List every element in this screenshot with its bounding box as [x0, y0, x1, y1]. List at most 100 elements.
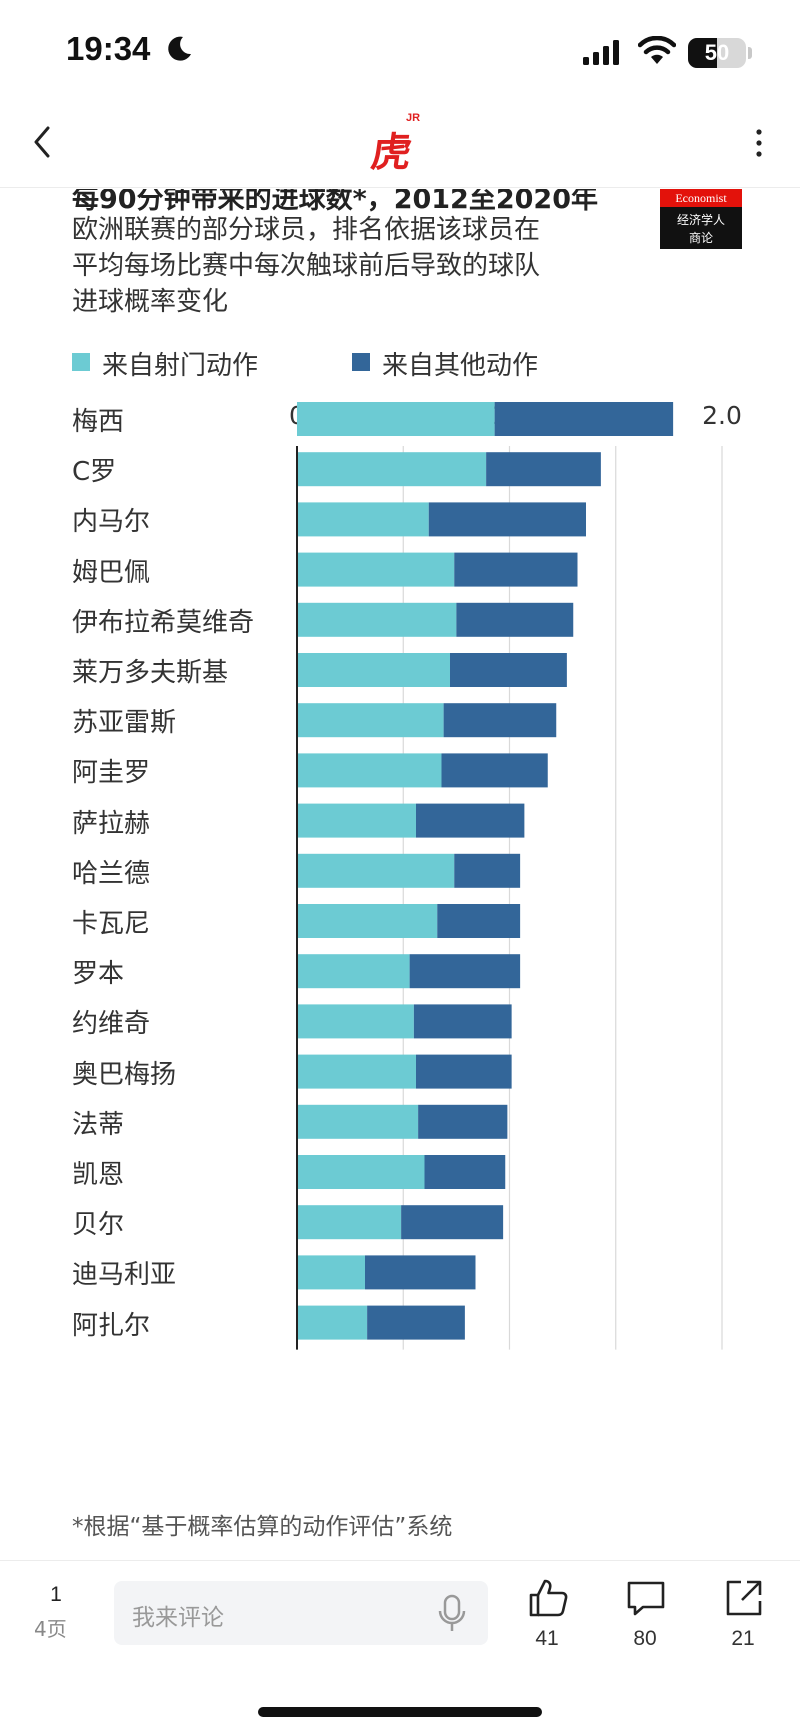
legend-label-shots: 来自射门动作 [102, 351, 259, 381]
battery-icon: 50 [688, 38, 746, 68]
battery-level: 50 [704, 40, 730, 65]
wifi-icon [638, 36, 676, 64]
bar-segment-other [428, 502, 586, 537]
comment-input[interactable]: 我来评论 [114, 1581, 488, 1645]
bar-segment-other [454, 853, 521, 888]
status-bar: 19:34 50 [0, 0, 800, 100]
chart-subtitle-line-3: 进球概率变化 [72, 287, 229, 317]
bar-segment-shots [297, 1205, 402, 1240]
player-name-label: 贝尔 [72, 1210, 125, 1241]
bar-segment-shots [297, 803, 416, 838]
comment-placeholder: 我来评论 [132, 1605, 224, 1631]
bar-segment-shots [297, 1054, 416, 1089]
economist-cn-line-1: 经济学人 [676, 213, 725, 227]
moon-icon [168, 36, 191, 61]
bar-segment-other [416, 803, 525, 838]
bar-segment-shots [297, 602, 457, 637]
player-name-label: 约维奇 [72, 1009, 151, 1040]
hupu-logo: 虎扑 JR [360, 112, 434, 234]
bar-segment-other [418, 1104, 508, 1139]
logo-badge: JR [406, 112, 421, 124]
home-indicator [258, 1707, 542, 1717]
page-total[interactable]: 4页 [34, 1617, 67, 1641]
bar-segment-other [486, 452, 601, 487]
bar-segment-shots [297, 703, 444, 738]
bar-segment-shots [297, 904, 438, 938]
bar-segment-other [416, 1054, 512, 1089]
bar-chart [296, 402, 723, 1350]
chart-footnote: *根据“基于概率估算的动作评估”系统 [72, 1514, 453, 1540]
player-name-label: 萨拉赫 [72, 808, 151, 839]
legend-swatch-shots [72, 353, 90, 371]
player-name-label: 凯恩 [72, 1160, 125, 1190]
player-name-label: C罗 [72, 457, 117, 488]
share-count: 21 [731, 1627, 755, 1650]
player-name-label: 奥巴梅扬 [72, 1059, 177, 1090]
player-name-label: 莱万多夫斯基 [72, 658, 229, 688]
bar-segment-shots [297, 1104, 419, 1139]
mic-icon[interactable] [432, 1593, 472, 1635]
bar-segment-other [441, 753, 548, 788]
nav-bar: 虎扑 JR [0, 100, 800, 234]
comment-count: 80 [633, 1627, 657, 1650]
player-name-label: 内马尔 [72, 507, 151, 538]
like-icon [529, 1579, 568, 1617]
bar-segment-other [443, 703, 557, 738]
player-name-label: 姆巴佩 [72, 557, 151, 588]
bar-segment-other [365, 1255, 476, 1290]
bar-segment-shots [297, 1155, 425, 1189]
page-current[interactable]: 1 [50, 1583, 62, 1606]
economist-red-band [660, 189, 742, 207]
bar-segment-shots [297, 502, 429, 537]
bar-segment-shots [297, 552, 455, 587]
bar-segment-other [450, 653, 567, 687]
player-name-label: 迪马利亚 [72, 1260, 177, 1291]
bar-segment-shots [297, 753, 442, 788]
legend-label-other: 来自其他动作 [382, 351, 539, 381]
bar-segment-shots [297, 452, 487, 487]
player-name-label: 哈兰德 [72, 858, 151, 889]
article-content: 每90分钟带来的进球数*，2012至2020年 欧洲联赛的部分球员，排名依据该球… [0, 189, 800, 1559]
share-button[interactable]: 21 [708, 1575, 778, 1655]
chart-title: 每90分钟带来的进球数*，2012至2020年 [72, 189, 598, 215]
player-name-label: 卡瓦尼 [72, 909, 151, 939]
status-time: 19:34 [66, 30, 151, 67]
x-tick-label: 2.0 [702, 401, 742, 430]
player-name-label: 法蒂 [72, 1109, 125, 1140]
player-name-label: 阿圭罗 [72, 758, 151, 789]
player-name-label: 苏亚雷斯 [72, 708, 177, 739]
bar-segment-other [367, 1305, 465, 1340]
x-tick-label: 1.5 [596, 401, 636, 430]
like-count: 41 [535, 1627, 559, 1650]
x-tick-label: 0.5 [383, 401, 423, 430]
bar-segment-shots [297, 853, 455, 888]
x-tick-label: 0 [289, 401, 305, 430]
bar-segment-other [437, 904, 521, 938]
bar-segment-other [424, 1155, 506, 1189]
battery-fill [688, 38, 717, 68]
economist-logo: Economist 经济学人 商论 [660, 189, 742, 249]
bottom-bar: 1 4页 我来评论 41 80 21 [0, 1560, 800, 1731]
share-icon [726, 1580, 762, 1616]
player-name-label: 罗本 [72, 959, 125, 990]
bar-segment-shots [297, 1305, 368, 1340]
bar-segment-other [401, 1205, 504, 1240]
signal-icon [583, 40, 619, 65]
bar-segment-other [454, 552, 578, 587]
bar-segment-shots [297, 1004, 414, 1039]
comment-button[interactable]: 80 [610, 1575, 680, 1655]
bar-segment-other [413, 1004, 512, 1039]
player-name-label: 伊布拉希莫维奇 [72, 607, 255, 638]
chart-subtitle-line-2: 平均每场比赛中每次触球前后导致的球队 [72, 251, 541, 281]
bar-segment-shots [297, 1255, 365, 1290]
player-name-label: 梅西 [72, 407, 125, 437]
back-icon[interactable] [22, 118, 62, 166]
comment-icon [627, 1581, 665, 1616]
player-name-label: 阿扎尔 [72, 1310, 151, 1341]
bar-segment-other [409, 954, 521, 989]
chart-subtitle-line-1: 欧洲联赛的部分球员，排名依据该球员在 [72, 215, 541, 245]
more-icon[interactable] [744, 122, 774, 166]
bar-segment-shots [297, 653, 450, 687]
x-tick-label: 1.0 [490, 401, 530, 430]
like-button[interactable]: 41 [512, 1575, 582, 1655]
